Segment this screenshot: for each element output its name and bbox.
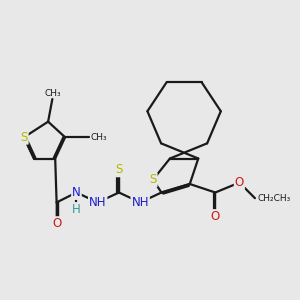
Text: CH₂CH₃: CH₂CH₃ (257, 194, 290, 203)
Text: S: S (115, 163, 123, 176)
Text: CH₃: CH₃ (44, 88, 61, 98)
Text: H: H (72, 203, 81, 216)
Text: O: O (52, 217, 61, 230)
Text: O: O (235, 176, 244, 189)
Text: NH: NH (89, 196, 106, 209)
Text: CH₃: CH₃ (91, 133, 107, 142)
Text: NH: NH (131, 196, 149, 209)
Text: N: N (72, 186, 81, 199)
Text: S: S (149, 173, 157, 186)
Text: O: O (211, 210, 220, 223)
Text: S: S (20, 131, 28, 144)
